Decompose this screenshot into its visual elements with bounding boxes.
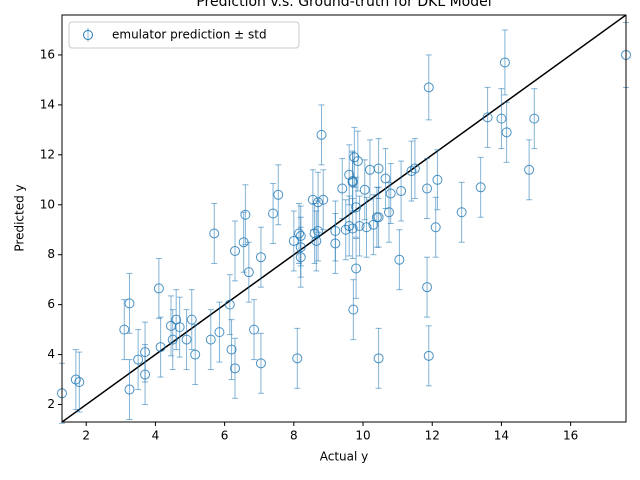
point xyxy=(330,225,341,236)
y-tick-label: 6 xyxy=(47,297,55,311)
point xyxy=(396,186,407,197)
x-tick-label: 4 xyxy=(152,429,160,443)
point xyxy=(394,254,405,265)
point xyxy=(383,207,394,218)
point xyxy=(529,113,540,124)
point xyxy=(255,358,266,369)
point xyxy=(167,334,178,345)
point xyxy=(226,344,237,355)
legend-box xyxy=(68,21,300,49)
x-tick-label: 8 xyxy=(290,429,298,443)
point xyxy=(268,208,279,219)
point xyxy=(352,156,363,167)
point xyxy=(74,377,85,388)
point xyxy=(354,220,365,231)
x-axis-label: Actual y xyxy=(320,450,369,464)
point xyxy=(230,245,241,256)
point xyxy=(347,223,358,234)
point xyxy=(140,369,151,380)
point xyxy=(409,163,420,174)
point xyxy=(380,173,391,184)
point xyxy=(524,164,535,175)
point xyxy=(423,350,434,361)
point xyxy=(119,324,130,335)
point xyxy=(475,182,486,193)
y-tick-label: 8 xyxy=(47,247,55,261)
point xyxy=(224,299,235,310)
point xyxy=(209,228,220,239)
x-tick-label: 16 xyxy=(563,429,578,443)
point xyxy=(186,314,197,325)
point xyxy=(373,163,384,174)
point xyxy=(316,129,327,140)
legend-marker xyxy=(83,30,93,40)
point xyxy=(292,353,303,364)
chart-title: Prediction v.s. Ground-truth for DKL Mod… xyxy=(196,0,491,10)
point xyxy=(124,298,135,309)
point xyxy=(243,267,254,278)
x-tick-label: 12 xyxy=(425,429,440,443)
point xyxy=(359,184,370,195)
point xyxy=(70,374,81,385)
point xyxy=(496,113,507,124)
y-axis-label: Predicted y xyxy=(13,184,27,251)
point xyxy=(430,222,441,233)
point xyxy=(422,282,433,293)
point xyxy=(307,194,318,205)
point xyxy=(295,230,306,241)
point xyxy=(361,222,372,233)
point xyxy=(174,322,185,333)
x-tick-label: 2 xyxy=(82,429,90,443)
point xyxy=(240,209,251,220)
point xyxy=(153,283,164,294)
point xyxy=(318,194,329,205)
point xyxy=(124,384,135,395)
x-tick-label: 14 xyxy=(494,429,509,443)
y-tick-label: 10 xyxy=(40,197,55,211)
legend-label: emulator prediction ± std xyxy=(112,28,267,42)
point xyxy=(205,334,216,345)
point xyxy=(344,220,355,231)
point xyxy=(351,263,362,274)
point xyxy=(337,183,348,194)
point xyxy=(351,202,362,213)
point xyxy=(255,252,266,263)
point xyxy=(482,112,493,123)
y-tick-label: 14 xyxy=(40,97,55,111)
point xyxy=(133,354,144,365)
point xyxy=(181,334,192,345)
point xyxy=(313,197,324,208)
point xyxy=(340,224,351,235)
point xyxy=(373,212,384,223)
point xyxy=(288,235,299,246)
point xyxy=(348,304,359,315)
y-tick-label: 16 xyxy=(40,47,55,61)
point xyxy=(423,82,434,93)
point xyxy=(373,353,384,364)
y-tick-label: 2 xyxy=(47,397,55,411)
y-tick-label: 4 xyxy=(47,347,55,361)
point xyxy=(406,166,417,177)
point xyxy=(249,324,260,335)
point xyxy=(311,235,322,246)
axes-frame xyxy=(61,14,627,423)
x-tick-label: 6 xyxy=(221,429,229,443)
point xyxy=(273,189,284,200)
point xyxy=(349,152,360,163)
point xyxy=(155,342,166,353)
y-tick-label: 12 xyxy=(40,147,55,161)
point xyxy=(190,349,201,360)
point xyxy=(385,188,396,199)
point xyxy=(499,57,510,68)
point xyxy=(422,183,433,194)
point xyxy=(214,327,225,338)
point xyxy=(432,174,443,185)
point xyxy=(230,363,241,374)
point xyxy=(309,228,320,239)
x-tick-label: 10 xyxy=(355,429,370,443)
point xyxy=(294,228,305,239)
point xyxy=(456,207,467,218)
point xyxy=(501,127,512,138)
